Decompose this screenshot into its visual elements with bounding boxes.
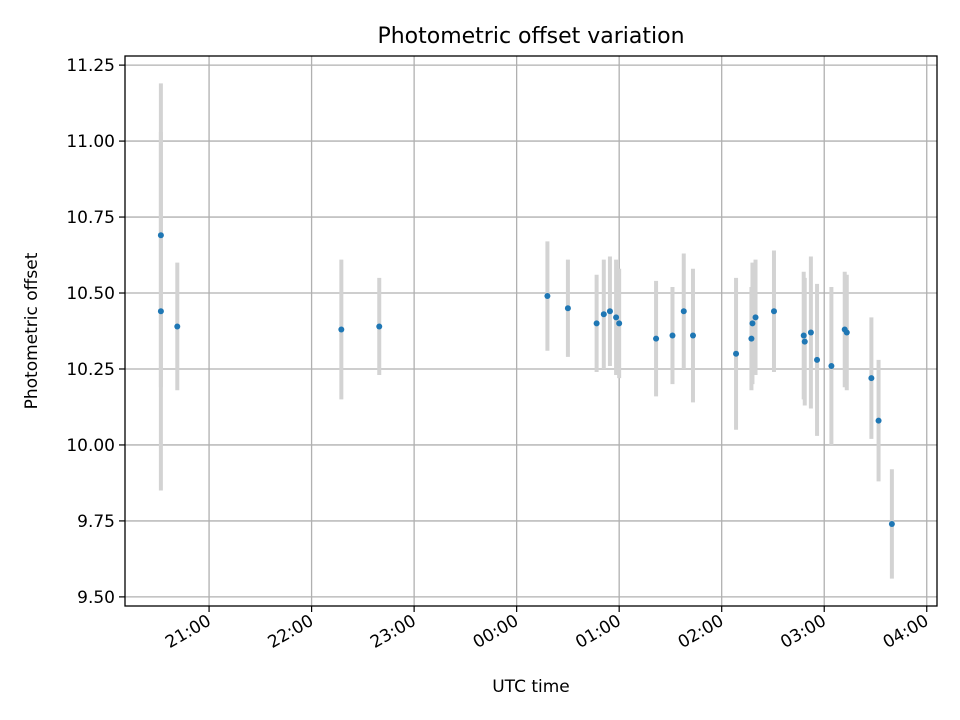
data-point <box>868 375 875 382</box>
data-point <box>689 332 696 339</box>
data-point <box>814 356 821 363</box>
data-point <box>564 305 571 312</box>
data-point <box>680 308 687 315</box>
y-axis-label: Photometric offset <box>22 252 42 409</box>
data-point <box>888 520 895 527</box>
y-tick-label: 10.25 <box>66 360 115 380</box>
plot-frame <box>124 55 938 607</box>
data-point <box>733 350 740 357</box>
grid <box>125 56 937 606</box>
data-point <box>752 314 759 321</box>
y-tick-label: 11.25 <box>66 56 115 76</box>
data-point <box>843 329 850 336</box>
y-tick-label: 10.00 <box>66 436 115 456</box>
data-point <box>800 332 807 339</box>
data-point <box>770 308 777 315</box>
data-point <box>613 314 620 321</box>
y-tick-label: 9.50 <box>77 588 115 608</box>
data-point <box>828 362 835 369</box>
y-axis: 9.50 9.75 10.00 10.25 10.50 10.75 11.00 11.25 <box>66 56 125 608</box>
markers <box>157 232 895 527</box>
data-point <box>801 338 808 345</box>
data-point <box>669 332 676 339</box>
data-point <box>749 320 756 327</box>
y-tick-label: 10.50 <box>66 284 115 304</box>
data-point <box>157 308 164 315</box>
data-point <box>748 335 755 342</box>
data-point <box>875 417 882 424</box>
data-point <box>544 293 551 300</box>
data-point <box>606 308 613 315</box>
data-point <box>616 320 623 327</box>
y-tick-label: 11.00 <box>66 132 115 152</box>
chart-title: Photometric offset variation <box>377 24 684 49</box>
y-tick-label: 9.75 <box>77 512 115 532</box>
x-axis-label: UTC time <box>492 677 570 697</box>
data-point <box>653 335 660 342</box>
data-point <box>157 232 164 239</box>
data-point <box>174 323 181 330</box>
data-point <box>807 329 814 336</box>
data-point <box>376 323 383 330</box>
y-tick-label: 10.75 <box>66 208 115 228</box>
data-point <box>338 326 345 333</box>
data-point <box>593 320 600 327</box>
data-point <box>600 311 607 318</box>
